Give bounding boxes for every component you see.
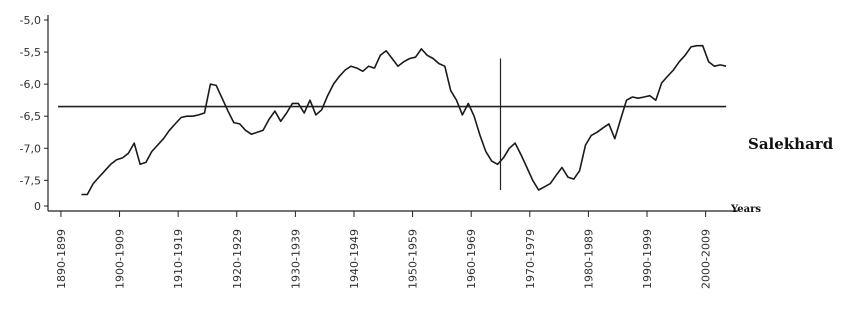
x-tick-label: 1960-1969 <box>465 229 478 289</box>
x-tick-label: 1930-1939 <box>289 229 302 289</box>
x-tick-label: 1920-1929 <box>231 229 244 289</box>
x-tick-label: 1950-1959 <box>407 229 420 289</box>
plot-area <box>58 44 727 196</box>
y-tick-label: -7,5 <box>20 174 41 187</box>
y-tick-label: -5,5 <box>20 46 41 59</box>
x-tick-label: 1910-1919 <box>172 229 185 289</box>
station-label: Salekhard <box>748 135 834 153</box>
y-tick-label: -6,0 <box>20 78 41 91</box>
y-tick-label: -5,0 <box>20 14 41 27</box>
x-tick-label: 1980-1989 <box>582 229 595 289</box>
y-axis: -5,0 -5,5 -6,0 -6,5 -7,0 -7,5 0 <box>20 14 49 213</box>
series-line <box>81 44 727 196</box>
y-tick-label: -6,5 <box>20 110 41 123</box>
x-tick-label: 1940-1949 <box>348 229 361 289</box>
y-tick-label: -7,0 <box>20 142 41 155</box>
x-tick-label: 1990-1999 <box>641 229 654 289</box>
x-axis-label: Years <box>730 204 761 215</box>
y-tick-label: 0 <box>34 200 41 213</box>
x-tick-label: 1890-1899 <box>55 229 68 289</box>
x-tick-label: 1970-1979 <box>524 229 537 289</box>
x-tick-label: 2000-2009 <box>700 229 713 289</box>
x-axis: 1890-1899 1900-1909 1910-1919 1920-1929 1930… <box>48 210 738 289</box>
x-tick-label: 1900-1909 <box>114 229 127 289</box>
